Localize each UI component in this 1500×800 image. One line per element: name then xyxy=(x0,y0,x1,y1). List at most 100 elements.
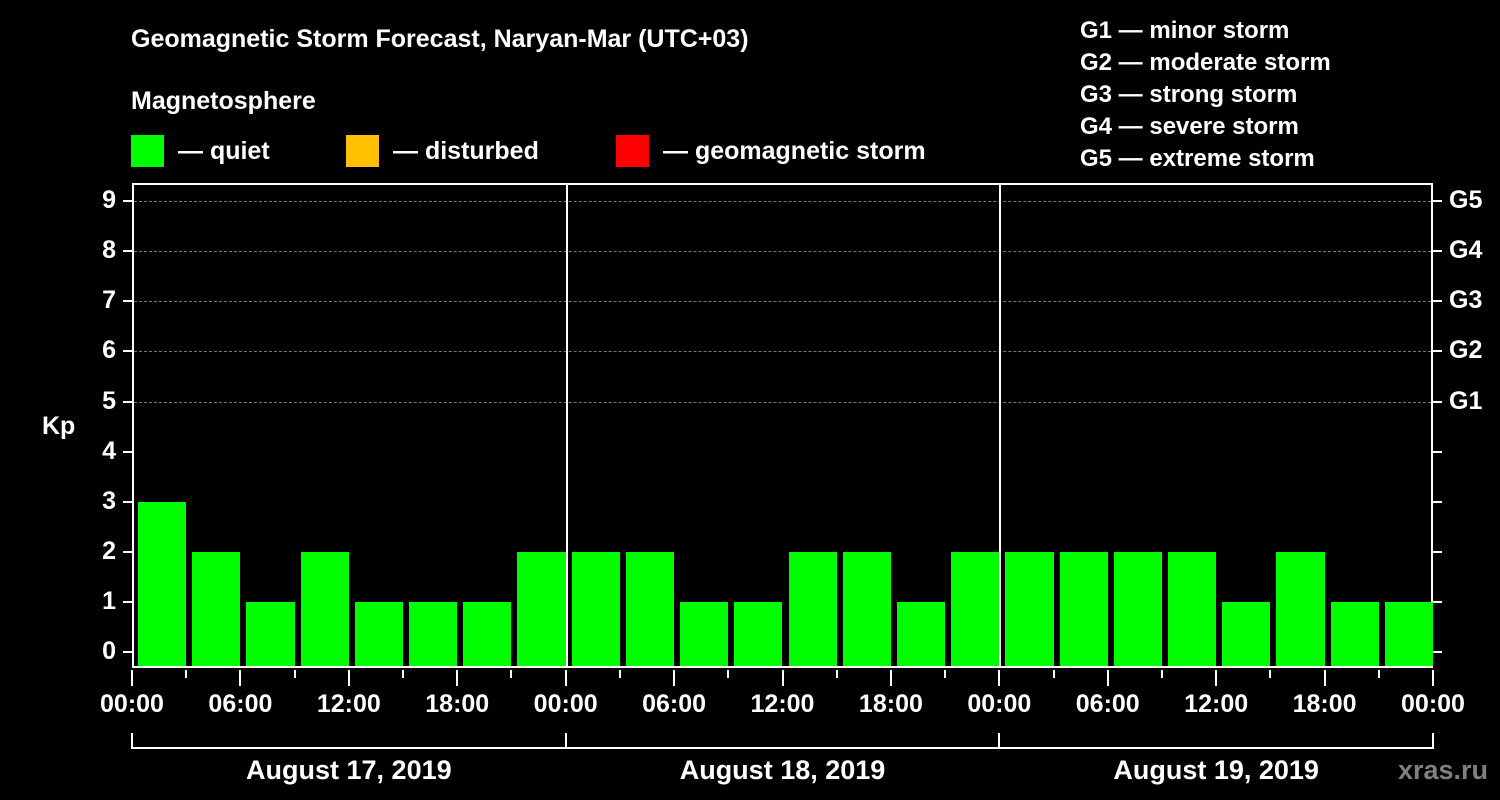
watermark: xras.ru xyxy=(1397,755,1488,785)
y-tick-right xyxy=(1433,300,1442,303)
gridline xyxy=(134,351,1431,353)
g-level-label: G4 xyxy=(1449,236,1483,265)
g-level-label: G1 xyxy=(1449,386,1483,415)
x-tick xyxy=(1323,670,1326,686)
g-level-label: G3 xyxy=(1449,286,1483,315)
y-tick-right xyxy=(1433,550,1442,553)
x-tick-label: 00:00 xyxy=(1401,690,1465,718)
x-tick xyxy=(944,670,947,678)
x-tick xyxy=(727,670,730,678)
legend-label: — disturbed xyxy=(393,136,539,165)
kp-bar xyxy=(300,551,349,666)
x-tick-label: 00:00 xyxy=(967,690,1032,718)
y-tick xyxy=(123,200,132,203)
x-tick-label: 00:00 xyxy=(100,690,164,718)
legend-disturbed: — disturbed xyxy=(346,135,539,167)
y-tick xyxy=(123,300,132,303)
kp-bar xyxy=(1330,601,1379,666)
y-tick xyxy=(123,250,132,253)
x-tick-label: 00:00 xyxy=(533,690,598,718)
x-tick-label: 06:00 xyxy=(208,690,273,718)
kp-bar xyxy=(842,551,891,666)
x-tick xyxy=(564,670,567,686)
day-label: August 19, 2019 xyxy=(1113,755,1319,785)
legend-label: — quiet xyxy=(178,136,270,165)
kp-bar xyxy=(571,551,620,666)
y-tick-label: 6 xyxy=(102,336,116,365)
plot-area xyxy=(132,183,1433,668)
y-tick-label: 2 xyxy=(102,536,116,565)
x-tick xyxy=(293,670,296,678)
x-tick-label: 12:00 xyxy=(750,690,815,718)
kp-bar xyxy=(1113,551,1162,666)
y-tick xyxy=(123,600,132,603)
kp-bar xyxy=(896,601,946,666)
y-tick xyxy=(123,350,132,353)
g-scale-legend: G1 — minor storm G2 — moderate storm G3 … xyxy=(1080,15,1331,175)
x-tick-label: 12:00 xyxy=(316,690,381,718)
x-tick xyxy=(1106,670,1109,686)
x-tick xyxy=(347,670,350,686)
x-tick xyxy=(1160,670,1163,678)
g-scale-item: G5 — extreme storm xyxy=(1080,145,1315,172)
kp-bar xyxy=(246,601,295,666)
kp-bar xyxy=(517,551,566,666)
y-tick-right xyxy=(1433,450,1442,453)
kp-bar xyxy=(788,551,837,666)
gridline xyxy=(134,401,1431,403)
x-tick xyxy=(781,670,784,686)
y-tick-label: 4 xyxy=(102,436,116,465)
chart-subtitle: Magnetosphere xyxy=(131,87,316,115)
day-separator xyxy=(999,185,1002,666)
y-axis-label: Kp xyxy=(42,412,76,440)
y-tick xyxy=(123,550,132,553)
y-tick xyxy=(123,651,132,653)
kp-bar xyxy=(1059,551,1108,666)
y-tick-label: 7 xyxy=(102,286,116,315)
gridline xyxy=(134,201,1431,203)
y-tick xyxy=(123,500,132,503)
x-tick xyxy=(1269,670,1272,678)
day-separator xyxy=(565,185,568,666)
g-scale-item: G3 — strong storm xyxy=(1080,81,1298,108)
y-tick-label: 1 xyxy=(102,586,116,615)
kp-bar xyxy=(354,601,404,666)
y-tick-right xyxy=(1433,600,1442,603)
x-tick xyxy=(510,670,513,678)
g-scale-item: G1 — minor storm xyxy=(1080,17,1290,44)
day-label: August 18, 2019 xyxy=(679,755,886,785)
x-tick xyxy=(185,670,188,678)
y-tick-right xyxy=(1433,350,1442,353)
kp-bar xyxy=(625,551,675,666)
x-tick xyxy=(131,670,133,686)
kp-bar xyxy=(1222,601,1271,666)
x-tick xyxy=(998,670,1001,686)
x-tick xyxy=(1052,670,1055,678)
chart-title: Geomagnetic Storm Forecast, Naryan-Mar (… xyxy=(131,25,749,53)
x-tick xyxy=(456,670,459,686)
x-tick-label: 18:00 xyxy=(1292,690,1357,718)
quiet-swatch-icon xyxy=(131,135,164,167)
gridline xyxy=(134,251,1431,253)
kp-bar xyxy=(1167,551,1217,666)
x-tick-label: 18:00 xyxy=(425,690,490,718)
y-tick-label: 9 xyxy=(102,186,116,215)
g-level-label: G2 xyxy=(1449,336,1483,365)
y-tick-right xyxy=(1433,250,1442,253)
day-label: August 17, 2019 xyxy=(246,755,452,785)
kp-bar xyxy=(463,601,512,666)
g-scale-item: G2 — moderate storm xyxy=(1080,49,1331,76)
x-tick xyxy=(835,670,838,678)
kp-bar xyxy=(192,551,241,666)
kp-bar xyxy=(734,601,783,666)
g-level-label: G5 xyxy=(1449,186,1483,215)
kp-bar xyxy=(680,601,729,666)
legend-quiet: — quiet xyxy=(131,135,270,167)
y-tick-right xyxy=(1433,200,1442,203)
x-tick xyxy=(402,670,405,678)
y-tick-label: 3 xyxy=(102,486,116,515)
kp-bar xyxy=(1276,551,1325,666)
day-bracket xyxy=(131,733,565,749)
g-scale-item: G4 — severe storm xyxy=(1080,113,1299,140)
x-tick xyxy=(239,670,242,686)
